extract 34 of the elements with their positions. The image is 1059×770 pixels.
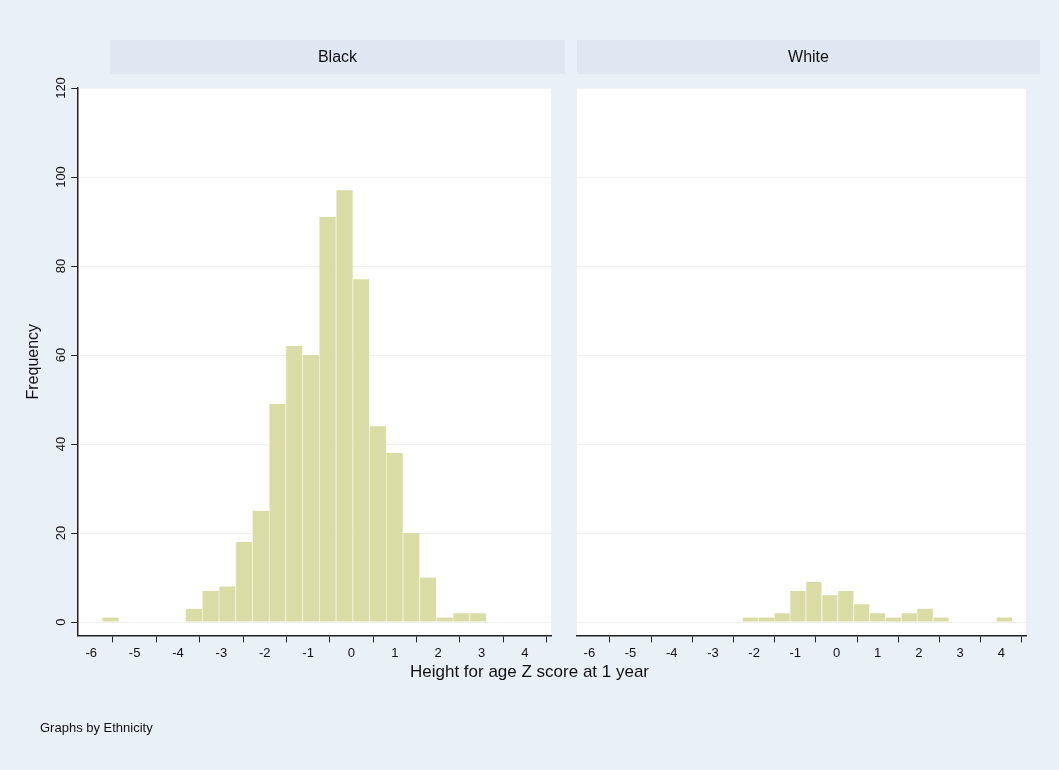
x-tick-label: 0	[347, 644, 356, 660]
x-tick-label: 0	[832, 644, 841, 660]
x-tick-label: -6	[85, 644, 97, 660]
y-tick-label: 40	[53, 436, 69, 452]
x-tick-label: -2	[748, 644, 760, 660]
chart-title: Black	[110, 40, 565, 74]
x-tick-label: -1	[302, 644, 314, 660]
x-tick-label: 2	[915, 644, 923, 660]
y-tick-label: 80	[53, 258, 69, 274]
x-tick-label: -3	[215, 644, 228, 660]
y-tick-label: 20	[53, 525, 69, 541]
x-tick-label: 4	[521, 644, 529, 660]
x-tick-label: -2	[258, 644, 271, 660]
x-tick-label: -5	[624, 644, 637, 660]
x-tick-label: -3	[707, 644, 719, 660]
x-axis-title: Height for age Z score at 1 year	[408, 662, 651, 682]
chart-title: White	[577, 40, 1040, 74]
y-tick-label: 0	[53, 618, 69, 626]
x-tick-label: 1	[391, 644, 399, 660]
x-tick-label: 2	[434, 644, 442, 660]
x-tick-label: 1	[874, 644, 882, 660]
y-tick-label: 120	[53, 77, 69, 99]
x-tick-label: 3	[477, 644, 486, 660]
x-tick-label: 3	[956, 644, 964, 660]
x-tick-label: -1	[789, 644, 802, 660]
x-tick-label: 4	[997, 644, 1005, 660]
x-tick-label: -5	[128, 644, 141, 660]
x-tick-label: -4	[172, 644, 184, 660]
y-axis-title: Frequency	[24, 323, 42, 400]
y-tick-label: 60	[53, 347, 69, 363]
x-tick-label: -6	[583, 644, 596, 660]
y-tick-label: 100	[53, 166, 69, 188]
text: Graphs by Ethnicity	[40, 720, 153, 735]
x-tick-label: -4	[665, 644, 678, 660]
